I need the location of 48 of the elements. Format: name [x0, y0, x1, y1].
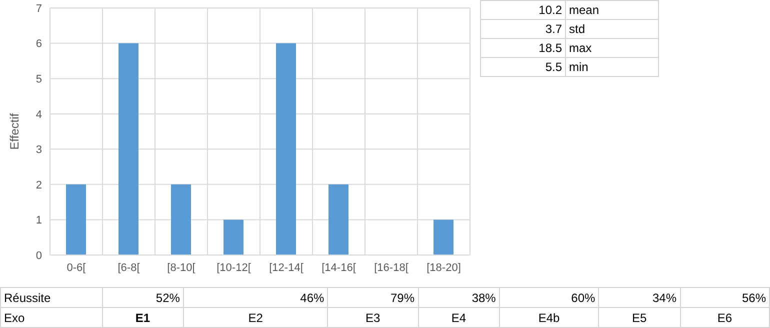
- bar: [276, 43, 296, 255]
- x-tick-label: 0-6[: [66, 262, 86, 274]
- bar: [171, 184, 191, 255]
- category-label: E3: [328, 308, 418, 328]
- category-label: E2: [183, 308, 328, 328]
- category-label: E4b: [499, 308, 599, 328]
- bar: [118, 43, 138, 255]
- category-label: max: [566, 38, 658, 58]
- text: 46%: [300, 290, 324, 304]
- y-tick-label: 0: [36, 250, 42, 262]
- y-axis-title: Effectif: [7, 112, 22, 150]
- y-tick-label: 5: [36, 73, 42, 86]
- text: Exo: [0, 308, 102, 328]
- data-label: 10.2: [480, 0, 566, 20]
- x-tick-label: [18-20]: [426, 262, 461, 274]
- category-label: E4: [418, 308, 500, 328]
- y-tick-label: 7: [36, 2, 42, 15]
- x-tick-label: [10-12[: [216, 262, 251, 274]
- y-tick-label: 1: [36, 214, 42, 227]
- bar: [224, 220, 244, 255]
- y-tick-label: 2: [36, 179, 42, 192]
- category-label: min: [566, 58, 658, 76]
- data-label: 18.5: [480, 38, 566, 58]
- text: 79%: [390, 290, 415, 304]
- y-tick-label: 4: [36, 108, 42, 121]
- bar: [328, 184, 348, 255]
- text: 60%: [571, 290, 596, 304]
- category-label: std: [566, 20, 658, 38]
- category-label: E6: [680, 308, 770, 328]
- data-label: 5.5: [480, 58, 566, 76]
- x-tick-label: [6-8[: [118, 262, 140, 274]
- bar: [66, 184, 86, 255]
- category-label: E1: [102, 308, 184, 328]
- bar: [434, 220, 454, 255]
- data-label: 3.7: [480, 20, 566, 38]
- text: 52%: [156, 290, 180, 304]
- y-tick-label: 3: [36, 144, 42, 156]
- category-label: mean: [566, 0, 658, 20]
- text: 34%: [652, 290, 676, 304]
- text: 38%: [472, 290, 496, 304]
- x-tick-label: [16-18[: [374, 262, 408, 274]
- x-tick-label: [14-16[: [322, 262, 356, 274]
- x-tick-label: [8-10[: [167, 262, 196, 274]
- text: 56%: [742, 290, 766, 304]
- text: Réussite: [0, 288, 102, 308]
- y-tick-label: 6: [36, 38, 42, 50]
- x-tick-label: [12-14[: [269, 262, 304, 274]
- category-label: E5: [598, 308, 680, 328]
